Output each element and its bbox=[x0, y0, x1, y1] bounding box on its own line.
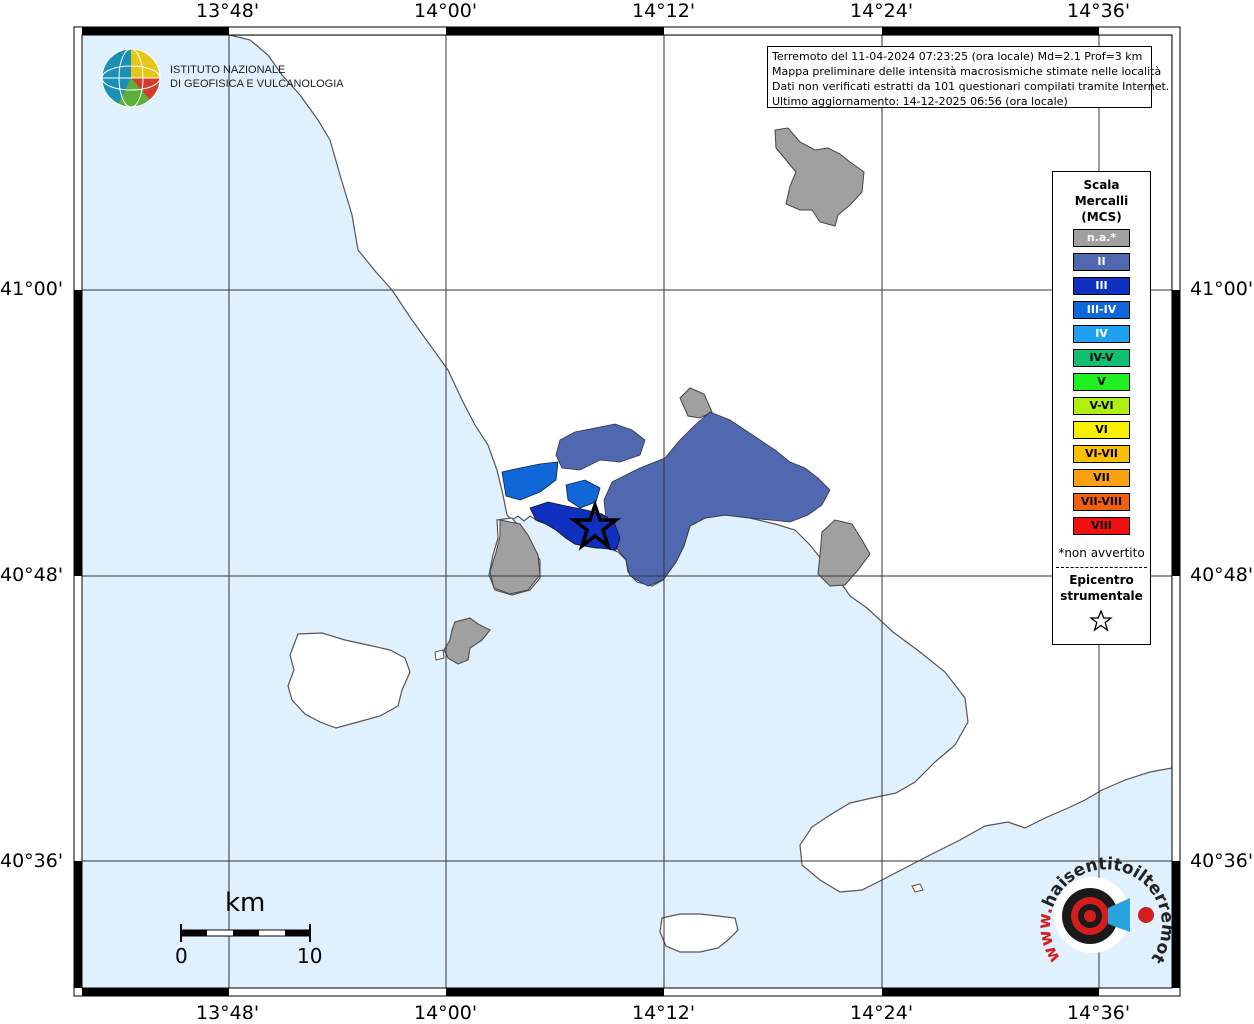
vivara-islet bbox=[434, 649, 445, 661]
info-line-2: Mappa preliminare delle intensità macros… bbox=[772, 65, 1162, 78]
top-label-1: 13°48' bbox=[196, 0, 260, 22]
legend-title-3: (MCS) bbox=[1081, 210, 1122, 224]
logo-line-2: DI GEOFISICA E VULCANOLOGIA bbox=[170, 78, 344, 90]
scale-bar bbox=[180, 924, 311, 942]
ischia-island bbox=[287, 632, 411, 729]
legend-item: VIII bbox=[1073, 517, 1130, 535]
area-na-east bbox=[817, 519, 871, 587]
procida-island bbox=[443, 617, 491, 665]
right-label-1: 41°00' bbox=[1190, 278, 1254, 300]
ingv-logo-text: ISTITUTO NAZIONALE DI GEOFISICA E VULCAN… bbox=[170, 63, 344, 91]
area-intensity-III-IV-b bbox=[565, 479, 601, 509]
epicentre-star bbox=[568, 499, 622, 551]
logo-line-1: ISTITUTO NAZIONALE bbox=[170, 64, 286, 76]
info-line-4: Ultimo aggiornamento: 14-12-2025 06:56 (… bbox=[772, 95, 1068, 108]
scale-start: 0 bbox=[175, 944, 188, 968]
top-label-3: 14°12' bbox=[632, 0, 696, 22]
ingv-logo-globe bbox=[101, 48, 161, 108]
legend-item: IV bbox=[1073, 325, 1130, 343]
legend-item: VII bbox=[1073, 469, 1130, 487]
mcs-legend: Scala Mercalli (MCS) n.a.* II III III-IV IV I… bbox=[1052, 171, 1151, 645]
legend-title: Scala Mercalli (MCS) bbox=[1053, 177, 1150, 225]
info-line-3: Dati non verificati estratti da 101 ques… bbox=[772, 80, 1170, 93]
top-label-5: 14°36' bbox=[1067, 0, 1131, 22]
left-label-3: 40°36' bbox=[0, 850, 64, 872]
bottom-label-3: 14°12' bbox=[632, 1002, 696, 1024]
legend-title-2: Mercalli bbox=[1074, 194, 1129, 208]
legend-item: II bbox=[1073, 253, 1130, 271]
bottom-label-1: 13°48' bbox=[196, 1002, 260, 1024]
top-label-4: 14°24' bbox=[850, 0, 914, 22]
right-label-2: 40°48' bbox=[1190, 564, 1254, 586]
area-na-north bbox=[774, 127, 865, 227]
li-galli-islet bbox=[911, 883, 924, 893]
top-label-2: 14°00' bbox=[414, 0, 478, 22]
legend-item: VI bbox=[1073, 421, 1130, 439]
legend-item: V bbox=[1073, 373, 1130, 391]
area-intensity-II bbox=[603, 411, 831, 587]
bottom-label-5: 14°36' bbox=[1067, 1002, 1131, 1024]
area-intensity-II-n bbox=[555, 423, 646, 471]
legend-item: III bbox=[1073, 277, 1130, 295]
event-info-box: Terremoto del 11-04-2024 07:23:25 (ora l… bbox=[767, 46, 1170, 108]
bottom-label-2: 14°00' bbox=[414, 1002, 478, 1024]
scale-end: 10 bbox=[297, 944, 323, 968]
left-label-2: 40°48' bbox=[0, 564, 64, 586]
legend-note: *non avvertito bbox=[1058, 546, 1145, 560]
legend-separator bbox=[1056, 567, 1147, 568]
legend-item: IV-V bbox=[1073, 349, 1130, 367]
legend-epicentre-2: strumentale bbox=[1060, 589, 1143, 603]
legend-item: VI-VII bbox=[1073, 445, 1130, 463]
map-frame bbox=[73, 26, 1181, 997]
legend-item: VII-VIII bbox=[1073, 493, 1130, 511]
legend-epicentre-1: Epicentro bbox=[1069, 573, 1134, 587]
legend-item: III-IV bbox=[1073, 301, 1130, 319]
legend-item: n.a.* bbox=[1073, 229, 1130, 247]
left-label-1: 41°00' bbox=[0, 278, 64, 300]
area-intensity-III-IV bbox=[501, 461, 559, 501]
legend-epicentre-label: Epicentro strumentale bbox=[1053, 572, 1150, 604]
area-na-volcano bbox=[679, 387, 713, 419]
scale-unit: km bbox=[225, 888, 266, 918]
capri-island bbox=[659, 913, 739, 953]
bottom-label-4: 14°24' bbox=[850, 1002, 914, 1024]
info-line-1: Terremoto del 11-04-2024 07:23:25 (ora l… bbox=[772, 50, 1143, 63]
legend-title-1: Scala bbox=[1083, 178, 1120, 192]
legend-star-icon bbox=[1089, 610, 1113, 632]
legend-item: V-VI bbox=[1073, 397, 1130, 415]
right-label-3: 40°36' bbox=[1190, 850, 1254, 872]
